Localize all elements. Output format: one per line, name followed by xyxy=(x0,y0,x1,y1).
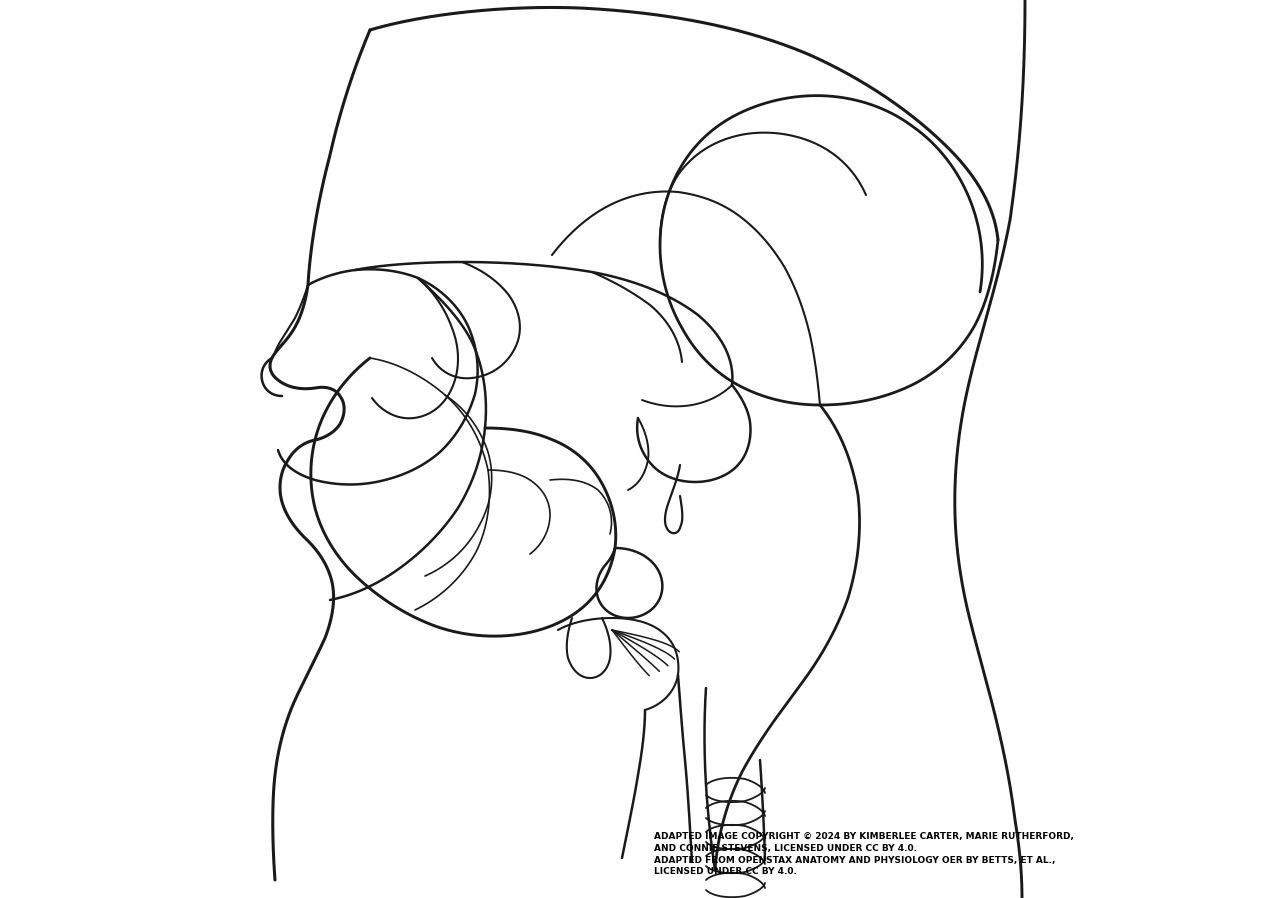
Text: ADAPTED IMAGE COPYRIGHT © 2024 BY KIMBERLEE CARTER, MARIE RUTHERFORD,
AND CONNIE: ADAPTED IMAGE COPYRIGHT © 2024 BY KIMBER… xyxy=(654,832,1074,876)
